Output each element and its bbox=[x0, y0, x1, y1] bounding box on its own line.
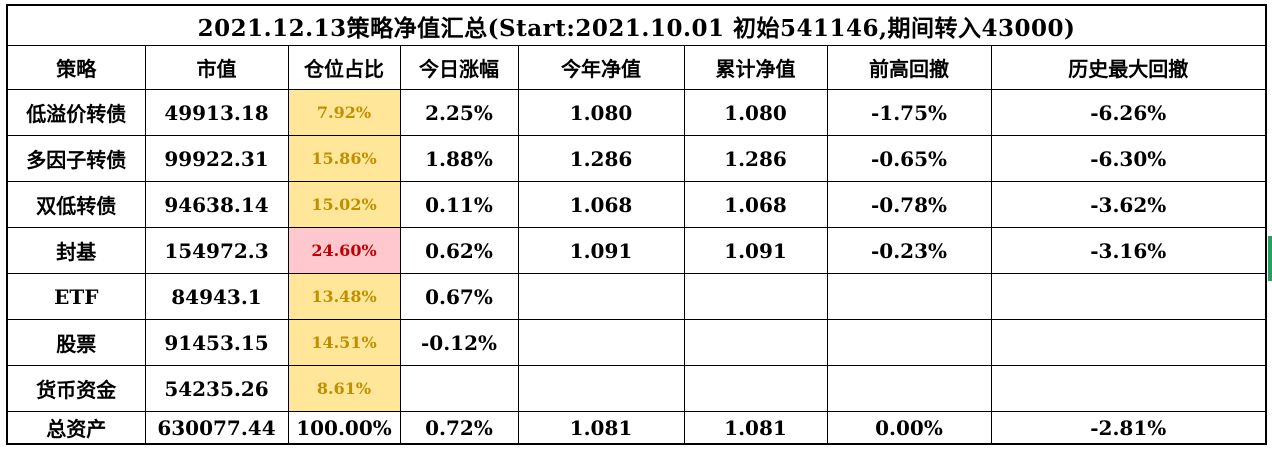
strategy-nav-table: 2021.12.13策略净值汇总(Start:2021.10.01 初始5411… bbox=[6, 4, 1268, 445]
cell-market-value[interactable]: 94638.14 bbox=[144, 181, 289, 228]
cell-today-change[interactable]: 0.11% bbox=[399, 181, 519, 228]
cell-strategy[interactable]: 封基 bbox=[6, 227, 146, 274]
cell-strategy[interactable]: 总资产 bbox=[6, 411, 146, 445]
cell-position-ratio[interactable]: 15.86% bbox=[287, 135, 401, 182]
cell-ytd-nav[interactable] bbox=[517, 365, 685, 412]
cell-today-change[interactable]: 0.72% bbox=[399, 411, 519, 445]
cell-strategy[interactable]: 货币资金 bbox=[6, 365, 146, 412]
cell-market-value[interactable]: 99922.31 bbox=[144, 135, 289, 182]
cell-strategy[interactable]: 股票 bbox=[6, 319, 146, 366]
cell-drawdown-from-high[interactable]: 0.00% bbox=[826, 411, 992, 445]
cell-strategy[interactable]: 多因子转债 bbox=[6, 135, 146, 182]
cell-today-change[interactable]: 2.25% bbox=[399, 89, 519, 136]
col-header-cum-nav[interactable]: 累计净值 bbox=[683, 45, 828, 90]
cell-market-value[interactable]: 49913.18 bbox=[144, 89, 289, 136]
cell-max-drawdown[interactable] bbox=[990, 319, 1267, 366]
cell-today-change[interactable]: 0.62% bbox=[399, 227, 519, 274]
cell-position-ratio[interactable]: 7.92% bbox=[287, 89, 401, 136]
col-header-strategy[interactable]: 策略 bbox=[6, 45, 146, 90]
cell-today-change[interactable]: 1.88% bbox=[399, 135, 519, 182]
cell-position-ratio[interactable]: 13.48% bbox=[287, 273, 401, 320]
cell-ytd-nav[interactable] bbox=[517, 319, 685, 366]
cell-today-change[interactable]: -0.12% bbox=[399, 319, 519, 366]
cell-drawdown-from-high[interactable] bbox=[826, 365, 992, 412]
col-header-max-drawdown[interactable]: 历史最大回撤 bbox=[990, 45, 1267, 90]
cell-market-value[interactable]: 84943.1 bbox=[144, 273, 289, 320]
table-row: 多因子转债 99922.31 15.86% 1.88% 1.286 1.286 … bbox=[6, 135, 1267, 182]
cell-max-drawdown[interactable]: -6.30% bbox=[990, 135, 1267, 182]
cell-cumulative-nav[interactable] bbox=[683, 273, 828, 320]
cell-cumulative-nav[interactable] bbox=[683, 319, 828, 366]
col-header-drawdown-high[interactable]: 前高回撤 bbox=[826, 45, 992, 90]
cell-cumulative-nav[interactable] bbox=[683, 365, 828, 412]
cell-cumulative-nav[interactable]: 1.286 bbox=[683, 135, 828, 182]
cell-ytd-nav[interactable]: 1.068 bbox=[517, 181, 685, 228]
col-header-position[interactable]: 仓位占比 bbox=[287, 45, 401, 90]
selection-edge-marker bbox=[1268, 236, 1272, 281]
cell-cumulative-nav[interactable]: 1.080 bbox=[683, 89, 828, 136]
cell-ytd-nav[interactable] bbox=[517, 273, 685, 320]
cell-position-ratio[interactable]: 8.61% bbox=[287, 365, 401, 412]
cell-drawdown-from-high[interactable]: -1.75% bbox=[826, 89, 992, 136]
col-header-today-change[interactable]: 今日涨幅 bbox=[399, 45, 519, 90]
cell-market-value[interactable]: 154972.3 bbox=[144, 227, 289, 274]
table-row: 封基 154972.3 24.60% 0.62% 1.091 1.091 -0.… bbox=[6, 227, 1267, 274]
col-header-ytd-nav[interactable]: 今年净值 bbox=[517, 45, 685, 90]
cell-position-ratio[interactable]: 14.51% bbox=[287, 319, 401, 366]
table-row: 货币资金 54235.26 8.61% bbox=[6, 365, 1267, 412]
cell-max-drawdown[interactable]: -3.62% bbox=[990, 181, 1267, 228]
cell-today-change[interactable] bbox=[399, 365, 519, 412]
spreadsheet-region: 2021.12.13策略净值汇总(Start:2021.10.01 初始5411… bbox=[6, 4, 1272, 445]
cell-position-ratio[interactable]: 100.00% bbox=[287, 411, 401, 445]
cell-cumulative-nav[interactable]: 1.091 bbox=[683, 227, 828, 274]
table-row: 股票 91453.15 14.51% -0.12% bbox=[6, 319, 1267, 366]
cell-ytd-nav[interactable]: 1.091 bbox=[517, 227, 685, 274]
cell-max-drawdown[interactable]: -2.81% bbox=[990, 411, 1267, 445]
cell-ytd-nav[interactable]: 1.081 bbox=[517, 411, 685, 445]
cell-drawdown-from-high[interactable]: -0.78% bbox=[826, 181, 992, 228]
table-row: 低溢价转债 49913.18 7.92% 2.25% 1.080 1.080 -… bbox=[6, 89, 1267, 136]
title-row: 2021.12.13策略净值汇总(Start:2021.10.01 初始5411… bbox=[6, 4, 1267, 46]
cell-max-drawdown[interactable] bbox=[990, 273, 1267, 320]
cell-market-value[interactable]: 91453.15 bbox=[144, 319, 289, 366]
cell-drawdown-from-high[interactable] bbox=[826, 319, 992, 366]
table-row: 双低转债 94638.14 15.02% 0.11% 1.068 1.068 -… bbox=[6, 181, 1267, 228]
cell-drawdown-from-high[interactable]: -0.65% bbox=[826, 135, 992, 182]
cell-position-ratio[interactable]: 24.60% bbox=[287, 227, 401, 274]
cell-max-drawdown[interactable] bbox=[990, 365, 1267, 412]
cell-today-change[interactable]: 0.67% bbox=[399, 273, 519, 320]
table-row-total: 总资产 630077.44 100.00% 0.72% 1.081 1.081 … bbox=[6, 411, 1267, 445]
cell-market-value[interactable]: 630077.44 bbox=[144, 411, 289, 445]
col-header-market-value[interactable]: 市值 bbox=[144, 45, 289, 90]
cell-strategy[interactable]: 双低转债 bbox=[6, 181, 146, 228]
cell-cumulative-nav[interactable]: 1.081 bbox=[683, 411, 828, 445]
cell-position-ratio[interactable]: 15.02% bbox=[287, 181, 401, 228]
cell-drawdown-from-high[interactable]: -0.23% bbox=[826, 227, 992, 274]
cell-drawdown-from-high[interactable] bbox=[826, 273, 992, 320]
cell-max-drawdown[interactable]: -3.16% bbox=[990, 227, 1267, 274]
cell-market-value[interactable]: 54235.26 bbox=[144, 365, 289, 412]
cell-strategy[interactable]: ETF bbox=[6, 273, 146, 320]
cell-ytd-nav[interactable]: 1.286 bbox=[517, 135, 685, 182]
cell-max-drawdown[interactable]: -6.26% bbox=[990, 89, 1267, 136]
table-title: 2021.12.13策略净值汇总(Start:2021.10.01 初始5411… bbox=[6, 4, 1267, 46]
cell-ytd-nav[interactable]: 1.080 bbox=[517, 89, 685, 136]
cell-cumulative-nav[interactable]: 1.068 bbox=[683, 181, 828, 228]
header-row: 策略 市值 仓位占比 今日涨幅 今年净值 累计净值 前高回撤 历史最大回撤 bbox=[6, 45, 1267, 90]
cell-strategy[interactable]: 低溢价转债 bbox=[6, 89, 146, 136]
table-row: ETF 84943.1 13.48% 0.67% bbox=[6, 273, 1267, 320]
